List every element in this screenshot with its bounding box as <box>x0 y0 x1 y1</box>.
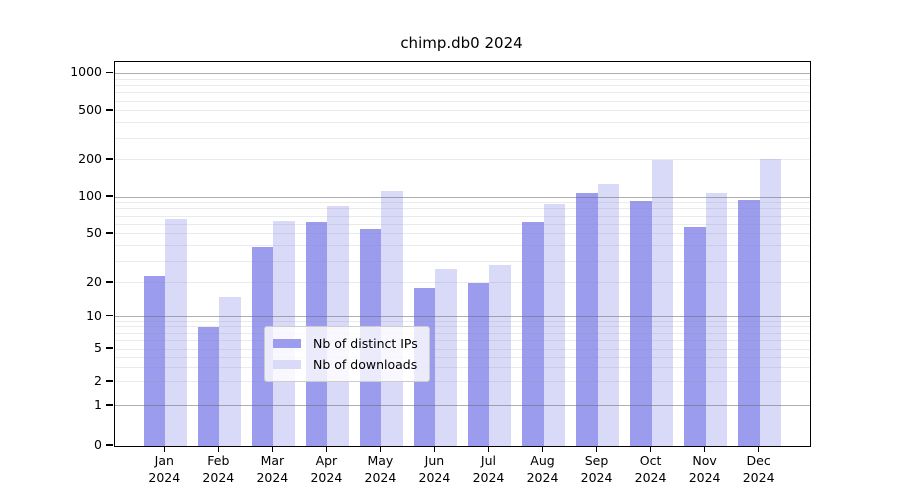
xtick-label-mar: Mar 2024 <box>256 453 289 485</box>
ytick-mark-100 <box>106 195 113 197</box>
ytick-label-2: 2 <box>94 372 102 388</box>
legend: Nb of distinct IPs Nb of downloads <box>264 326 430 382</box>
bar-ips-jan <box>143 275 166 446</box>
bar-ips-nov <box>684 227 706 446</box>
xtick-mark-may <box>379 446 382 452</box>
ytick-mark-200 <box>106 158 113 160</box>
ytick-mark-1000 <box>106 71 113 74</box>
xtick-mark-jan <box>163 446 166 452</box>
xtick-label-dec: Dec 2024 <box>742 453 775 485</box>
xtick-label-sep: Sep 2024 <box>580 453 613 485</box>
ytick-label-5: 5 <box>94 340 102 355</box>
xtick-label-oct: Oct 2024 <box>634 453 667 485</box>
bars-layer <box>115 62 810 446</box>
bar-downloads-dec <box>759 159 782 446</box>
ytick-mark-500 <box>106 109 113 111</box>
legend-swatch-ips <box>273 339 301 348</box>
legend-row-downloads: Nb of downloads <box>273 354 421 375</box>
xtick-mark-nov <box>703 446 706 452</box>
plot-area <box>114 61 811 447</box>
xtick-label-apr: Apr 2024 <box>310 453 343 485</box>
bar-downloads-jun <box>435 268 457 446</box>
xtick-mark-jun <box>433 446 436 452</box>
ytick-mark-1 <box>106 404 113 406</box>
bar-ips-sep <box>576 192 598 446</box>
legend-label-downloads: Nb of downloads <box>313 357 418 372</box>
xtick-mark-mar <box>271 446 274 452</box>
bar-ips-feb <box>197 326 220 446</box>
bar-downloads-may <box>381 190 403 446</box>
chart-title: chimp.db0 2024 <box>400 34 523 52</box>
xtick-label-jun: Jun 2024 <box>418 453 451 485</box>
bar-ips-oct <box>630 201 652 446</box>
ytick-label-20: 20 <box>86 273 102 289</box>
xtick-mark-jul <box>487 446 490 452</box>
ytick-label-100: 100 <box>78 188 102 203</box>
ytick-label-50: 50 <box>86 224 102 240</box>
ytick-label-1000: 1000 <box>70 64 102 80</box>
bar-downloads-jul <box>489 264 511 446</box>
bar-ips-mar <box>251 247 274 446</box>
xtick-label-may: May 2024 <box>364 453 397 485</box>
xtick-label-aug: Aug 2024 <box>526 453 559 485</box>
ytick-label-200: 200 <box>78 150 102 166</box>
ytick-mark-20 <box>106 281 113 283</box>
xtick-mark-apr <box>325 446 328 452</box>
bar-downloads-sep <box>597 183 620 446</box>
xtick-mark-oct <box>649 446 652 452</box>
ytick-label-10: 10 <box>86 307 102 323</box>
ytick-mark-0 <box>106 444 113 446</box>
bar-downloads-nov <box>705 192 728 446</box>
bar-ips-dec <box>738 200 760 446</box>
ytick-mark-5 <box>106 347 113 349</box>
bar-downloads-aug <box>543 204 565 446</box>
ytick-mark-50 <box>106 232 113 234</box>
ytick-label-0: 0 <box>94 437 102 452</box>
legend-swatch-downloads <box>273 360 301 369</box>
ytick-mark-2 <box>106 380 113 382</box>
xtick-label-nov: Nov 2024 <box>688 453 721 485</box>
legend-label-ips: Nb of distinct IPs <box>313 336 418 351</box>
xtick-mark-dec <box>757 446 760 452</box>
ytick-label-500: 500 <box>78 101 102 117</box>
legend-row-ips: Nb of distinct IPs <box>273 333 421 354</box>
ytick-label-1: 1 <box>94 396 102 412</box>
xtick-mark-sep <box>595 446 598 452</box>
bar-downloads-oct <box>651 159 674 446</box>
xtick-label-jul: Jul 2024 <box>472 453 505 485</box>
xtick-mark-feb <box>217 446 220 452</box>
bar-ips-jul <box>467 282 490 446</box>
bar-downloads-feb <box>219 296 241 446</box>
ytick-mark-10 <box>106 314 113 317</box>
bar-downloads-jan <box>165 219 187 446</box>
xtick-label-jan: Jan 2024 <box>148 453 181 485</box>
xtick-label-feb: Feb 2024 <box>202 453 235 485</box>
bar-ips-aug <box>522 221 544 446</box>
xtick-mark-aug <box>541 446 544 452</box>
